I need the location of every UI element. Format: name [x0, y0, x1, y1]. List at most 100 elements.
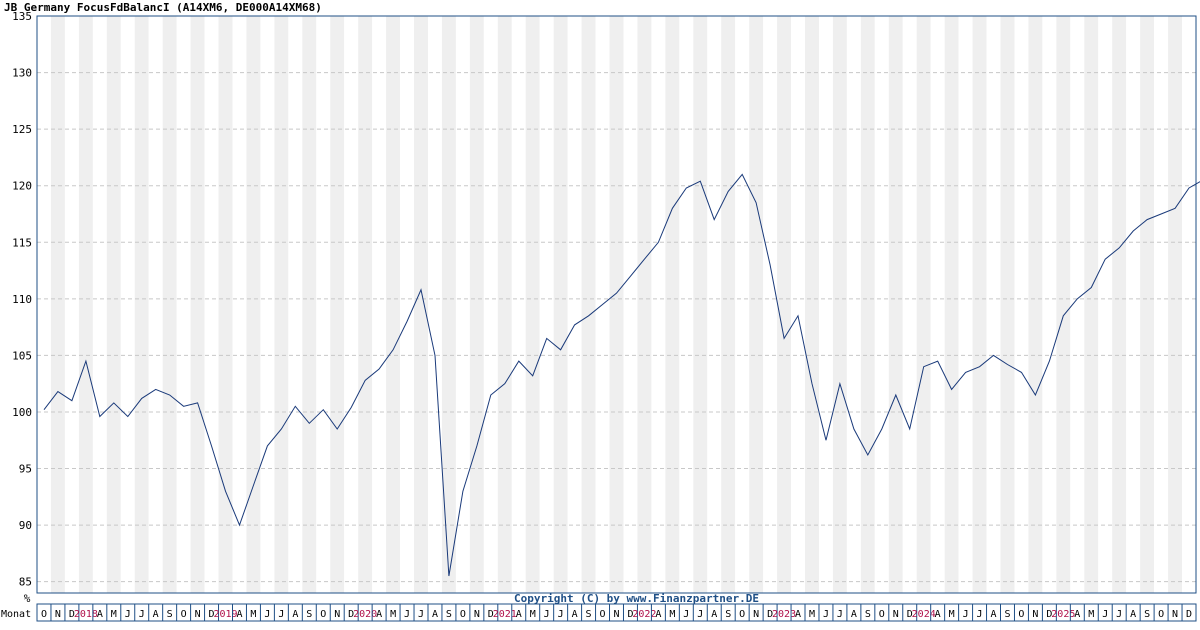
- x-tick-label: D: [907, 609, 913, 620]
- x-tick-label: N: [893, 609, 899, 620]
- x-tick-label: D: [488, 609, 494, 620]
- month-band: [316, 16, 331, 593]
- month-band: [735, 16, 750, 593]
- y-tick-label: 85: [19, 576, 32, 589]
- month-band: [176, 16, 191, 593]
- y-axis-label: %: [24, 592, 31, 605]
- x-tick-label: S: [167, 609, 173, 620]
- x-tick-label: S: [1004, 609, 1010, 620]
- x-tick-label: A: [655, 609, 661, 620]
- x-tick-label: A: [292, 609, 298, 620]
- month-band: [1084, 16, 1099, 593]
- x-tick-label: N: [474, 609, 480, 620]
- y-tick-label: 110: [12, 293, 32, 306]
- x-tick-label: A: [376, 609, 382, 620]
- x-tick-label: M: [250, 609, 256, 620]
- month-band: [916, 16, 931, 593]
- month-band: [469, 16, 484, 593]
- x-tick-label: 2018: [74, 609, 98, 620]
- month-band: [134, 16, 149, 593]
- x-tick-label: J: [278, 609, 284, 620]
- month-band: [106, 16, 121, 593]
- x-tick-label: S: [1144, 609, 1150, 620]
- month-band: [64, 16, 79, 593]
- month-band: [651, 16, 666, 593]
- x-tick-label: O: [460, 609, 466, 620]
- plot-frame: [36, 15, 1197, 594]
- x-tick-label: M: [390, 609, 396, 620]
- y-tick-label: 135: [12, 10, 32, 23]
- month-band: [1014, 16, 1029, 593]
- month-band: [679, 16, 694, 593]
- x-tick-label: A: [851, 609, 857, 620]
- month-band: [274, 16, 289, 593]
- month-band: [791, 16, 806, 593]
- month-band: [944, 16, 959, 593]
- month-band: [1126, 16, 1141, 593]
- x-tick-label: A: [711, 609, 717, 620]
- month-band: [581, 16, 596, 593]
- month-band: [721, 16, 736, 593]
- x-tick-label: N: [55, 609, 61, 620]
- month-band: [288, 16, 303, 593]
- month-band: [50, 16, 65, 593]
- x-tick-label: A: [935, 609, 941, 620]
- x-tick-label: M: [1088, 609, 1094, 620]
- x-tick-label: J: [683, 609, 689, 620]
- x-tick-label: J: [823, 609, 829, 620]
- month-band: [1070, 16, 1085, 593]
- month-band: [1168, 16, 1183, 593]
- month-band: [525, 16, 540, 593]
- month-band: [78, 16, 93, 593]
- x-tick-label: N: [195, 609, 201, 620]
- x-tick-label: O: [879, 609, 885, 620]
- month-band: [386, 16, 401, 593]
- y-tick-label: 130: [12, 67, 32, 80]
- x-tick-label: J: [977, 609, 983, 620]
- x-tick-label: J: [404, 609, 410, 620]
- month-band: [818, 16, 833, 593]
- x-tick-label: N: [1172, 609, 1178, 620]
- x-tick-label: 2020: [353, 609, 377, 620]
- month-band: [455, 16, 470, 593]
- month-band: [1112, 16, 1127, 593]
- month-band: [441, 16, 456, 593]
- y-tick-label: 105: [12, 349, 32, 362]
- x-tick-label: D: [1186, 609, 1192, 620]
- x-tick-label: O: [1018, 609, 1024, 620]
- x-tick-label: A: [516, 609, 522, 620]
- x-tick-label: S: [306, 609, 312, 620]
- month-band: [805, 16, 819, 593]
- y-tick-label: 95: [19, 463, 32, 476]
- x-tick-label: J: [139, 609, 145, 620]
- x-tick-label: J: [264, 609, 270, 620]
- x-tick-label: S: [725, 609, 731, 620]
- series-line: [43, 173, 1200, 577]
- x-tick-label: O: [1158, 609, 1164, 620]
- x-tick-label: 2022: [632, 609, 656, 620]
- x-tick-label: D: [627, 609, 633, 620]
- month-band: [148, 16, 163, 593]
- month-band: [846, 16, 861, 593]
- month-band: [539, 16, 554, 593]
- month-band: [358, 16, 373, 593]
- month-band: [330, 16, 345, 593]
- month-band: [260, 16, 275, 593]
- chart-title: JB Germany FocusFdBalancI (A14XM6, DE000…: [4, 1, 322, 14]
- x-tick-label: A: [153, 609, 159, 620]
- y-tick-label: 120: [12, 180, 32, 193]
- copyright-text: Copyright (C) by www.Finanzpartner.DE: [514, 592, 759, 605]
- x-tick-label: J: [125, 609, 131, 620]
- x-tick-label: J: [837, 609, 843, 620]
- x-tick-label: D: [209, 609, 215, 620]
- month-band: [302, 16, 317, 593]
- month-band-layer: [37, 16, 1196, 593]
- month-band: [162, 16, 177, 593]
- month-band: [707, 16, 722, 593]
- x-tick-label: J: [558, 609, 564, 620]
- y-tick-label: 100: [12, 406, 32, 419]
- x-tick-label: M: [949, 609, 955, 620]
- x-tick-label: O: [600, 609, 606, 620]
- month-band: [832, 16, 847, 593]
